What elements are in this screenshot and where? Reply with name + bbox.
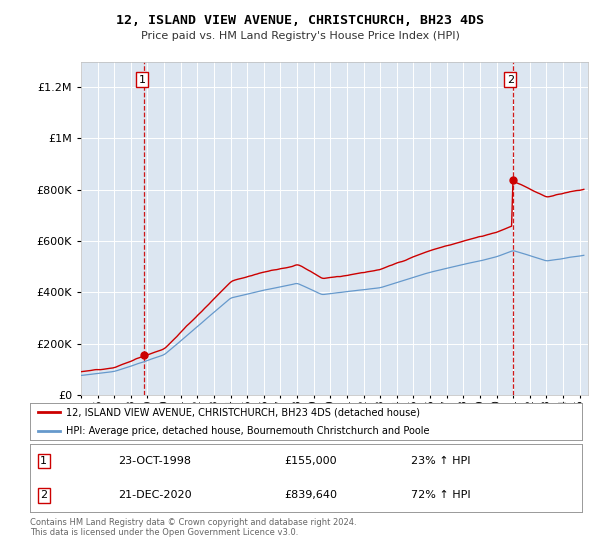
Text: 2: 2 [506,74,514,85]
Text: 12, ISLAND VIEW AVENUE, CHRISTCHURCH, BH23 4DS (detached house): 12, ISLAND VIEW AVENUE, CHRISTCHURCH, BH… [66,407,420,417]
Text: Contains HM Land Registry data © Crown copyright and database right 2024.
This d: Contains HM Land Registry data © Crown c… [30,518,356,538]
Text: £155,000: £155,000 [284,456,337,466]
Text: 2: 2 [40,491,47,500]
Text: 1: 1 [40,456,47,466]
Text: 23-OCT-1998: 23-OCT-1998 [118,456,191,466]
Text: 72% ↑ HPI: 72% ↑ HPI [411,491,470,500]
Text: 1: 1 [139,74,145,85]
Text: £839,640: £839,640 [284,491,337,500]
Text: 21-DEC-2020: 21-DEC-2020 [118,491,192,500]
Text: 12, ISLAND VIEW AVENUE, CHRISTCHURCH, BH23 4DS: 12, ISLAND VIEW AVENUE, CHRISTCHURCH, BH… [116,14,484,27]
Text: HPI: Average price, detached house, Bournemouth Christchurch and Poole: HPI: Average price, detached house, Bour… [66,426,430,436]
Text: 23% ↑ HPI: 23% ↑ HPI [411,456,470,466]
Text: Price paid vs. HM Land Registry's House Price Index (HPI): Price paid vs. HM Land Registry's House … [140,31,460,41]
